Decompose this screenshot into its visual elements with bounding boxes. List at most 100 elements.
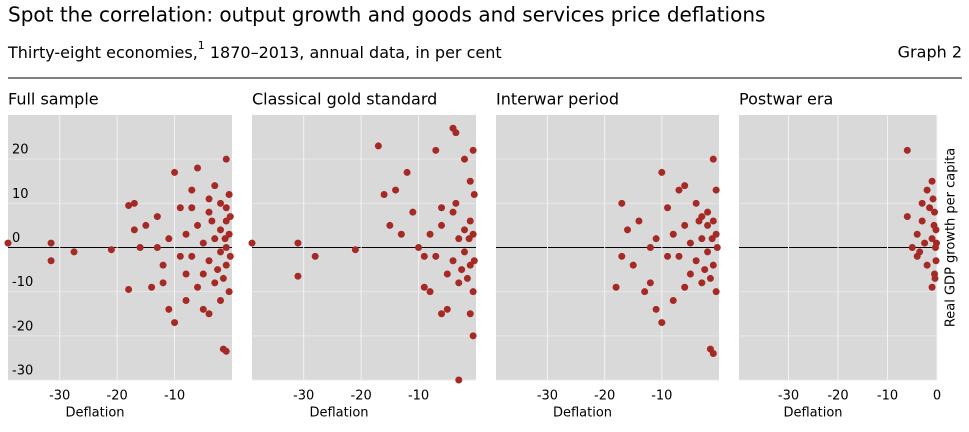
- point: [397, 230, 405, 238]
- point: [219, 274, 227, 282]
- x-tick-label: -10: [651, 389, 672, 404]
- point: [182, 270, 190, 278]
- point: [664, 252, 672, 260]
- point: [443, 270, 451, 278]
- x-tick-label: 0: [933, 389, 941, 404]
- panel-title: Full sample: [8, 90, 99, 109]
- point: [182, 230, 190, 238]
- point: [294, 239, 302, 247]
- point: [225, 230, 233, 238]
- point: [466, 177, 474, 185]
- point: [171, 319, 179, 327]
- point: [928, 283, 936, 291]
- point: [409, 208, 417, 216]
- point: [704, 221, 712, 229]
- point: [225, 191, 233, 198]
- x-axis-label: Deflation: [783, 406, 842, 421]
- point: [658, 168, 666, 176]
- point: [176, 252, 184, 260]
- point: [159, 279, 167, 287]
- point: [928, 235, 936, 243]
- point: [194, 283, 202, 291]
- x-tick-label: -20: [594, 389, 615, 404]
- point: [686, 239, 694, 247]
- point: [4, 239, 12, 247]
- point: [159, 261, 167, 269]
- subtitle-rest: 1870–2013, annual data, in per cent: [205, 43, 502, 62]
- point: [681, 182, 689, 190]
- point: [635, 217, 643, 225]
- point: [686, 270, 694, 278]
- point: [294, 272, 302, 280]
- point: [709, 350, 717, 357]
- point: [222, 155, 230, 163]
- point: [311, 252, 319, 260]
- x-axis-label: Deflation: [65, 406, 124, 421]
- point: [658, 319, 666, 327]
- subtitle-text: Thirty-eight economies,: [7, 43, 198, 62]
- x-tick-label: -20: [351, 389, 372, 404]
- point: [681, 283, 689, 291]
- point: [449, 257, 457, 265]
- point: [452, 199, 460, 207]
- point: [386, 221, 394, 229]
- point: [222, 347, 230, 355]
- point: [455, 376, 463, 384]
- point: [125, 285, 133, 293]
- point: [709, 217, 717, 225]
- point: [624, 226, 632, 234]
- point: [153, 213, 161, 221]
- point: [709, 155, 717, 163]
- point: [188, 204, 196, 212]
- point: [612, 283, 620, 291]
- point: [712, 186, 720, 194]
- point: [461, 155, 469, 163]
- x-axis-label: Deflation: [309, 406, 368, 421]
- point: [923, 261, 931, 269]
- point: [438, 221, 446, 229]
- point: [130, 226, 138, 234]
- point: [199, 239, 207, 247]
- point: [188, 186, 196, 194]
- point: [931, 208, 939, 216]
- point: [188, 252, 196, 260]
- point: [182, 297, 190, 304]
- point: [211, 279, 219, 287]
- point: [194, 164, 202, 172]
- x-tick-label: -20: [827, 389, 848, 404]
- point: [420, 252, 428, 260]
- y-tick-label: 20: [12, 143, 29, 158]
- point: [933, 239, 941, 247]
- point: [692, 257, 700, 265]
- point: [712, 288, 720, 296]
- point: [47, 239, 55, 247]
- point: [176, 204, 184, 212]
- point: [208, 217, 216, 225]
- y-tick-label: 10: [12, 187, 29, 202]
- x-tick-label: -20: [107, 389, 128, 404]
- point: [432, 146, 440, 154]
- point: [222, 261, 230, 269]
- point: [226, 252, 234, 260]
- point: [125, 202, 133, 210]
- footnote-mark: 1: [198, 39, 205, 52]
- point: [452, 129, 460, 137]
- point: [903, 146, 911, 154]
- point: [618, 252, 626, 260]
- y-tick-label: 0: [12, 231, 20, 246]
- point: [669, 230, 677, 238]
- point: [926, 204, 934, 212]
- point: [646, 244, 654, 251]
- x-tick-label: -30: [537, 389, 558, 404]
- point: [921, 239, 929, 247]
- y-tick-label: -30: [12, 364, 33, 379]
- point: [455, 235, 463, 243]
- point: [351, 246, 359, 254]
- point: [466, 217, 474, 225]
- point: [205, 208, 213, 216]
- point: [380, 191, 388, 198]
- point: [470, 257, 478, 265]
- point: [629, 261, 637, 269]
- x-tick-label: -30: [778, 389, 799, 404]
- point: [461, 248, 469, 256]
